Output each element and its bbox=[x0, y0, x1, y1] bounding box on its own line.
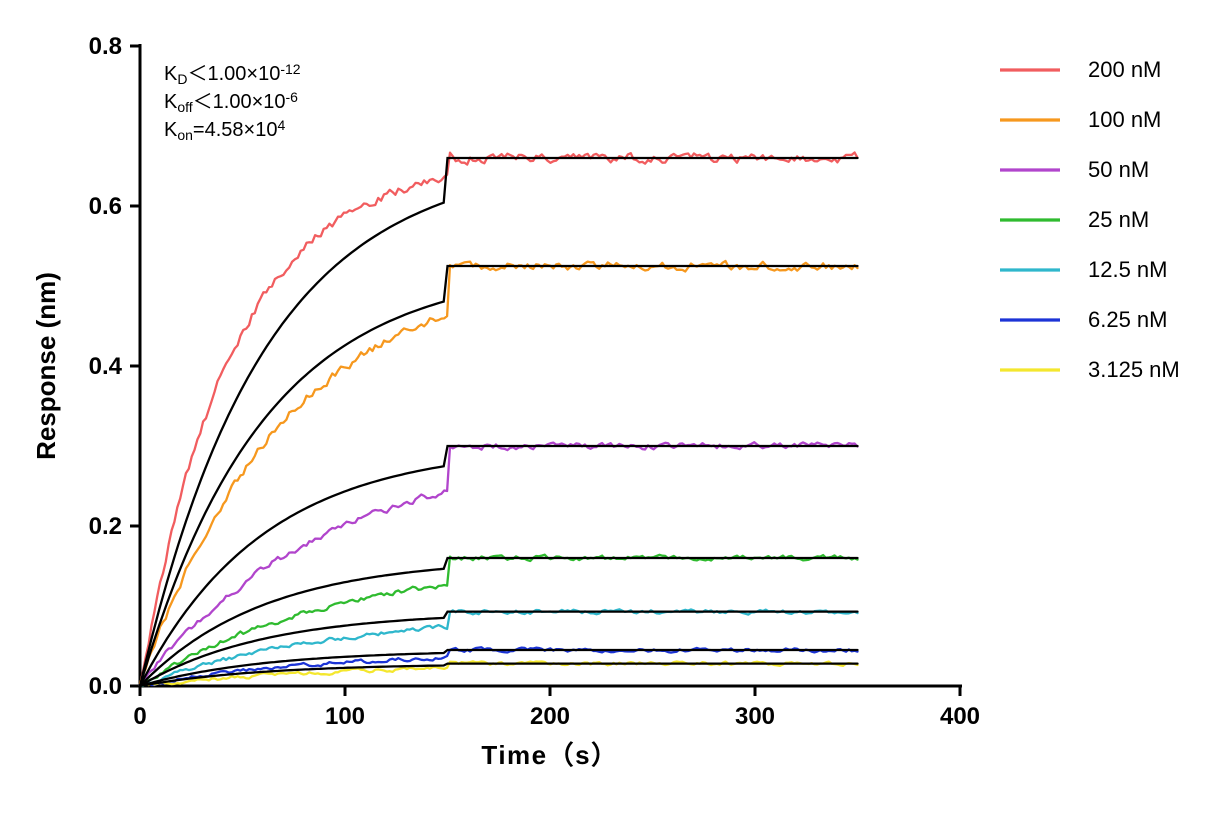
legend-label: 3.125 nM bbox=[1088, 357, 1180, 382]
fit-traces bbox=[140, 158, 858, 686]
x-tick-label: 400 bbox=[940, 703, 980, 730]
y-tick-label: 0.4 bbox=[89, 353, 123, 380]
legend-label: 6.25 nM bbox=[1088, 307, 1168, 332]
y-tick-label: 0.8 bbox=[89, 33, 122, 60]
y-tick-label: 0.2 bbox=[89, 513, 122, 540]
fit-6.25nM bbox=[140, 650, 858, 686]
trace-12.5nM bbox=[140, 609, 858, 685]
annotation-kd: KD＜1.00×10-12 bbox=[164, 61, 301, 86]
annotation-kon: Kon=4.58×104 bbox=[164, 117, 285, 142]
trace-100nM bbox=[140, 261, 858, 684]
y-tick-label: 0.6 bbox=[89, 193, 122, 220]
legend-label: 25 nM bbox=[1088, 207, 1149, 232]
legend-label: 50 nM bbox=[1088, 157, 1149, 182]
x-axis-label: Time（s） bbox=[481, 740, 618, 770]
y-tick-label: 0.0 bbox=[89, 673, 122, 700]
y-axis-label: Response (nm) bbox=[31, 272, 61, 460]
x-tick-label: 100 bbox=[325, 703, 365, 730]
legend-label: 100 nM bbox=[1088, 107, 1161, 132]
legend-label: 12.5 nM bbox=[1088, 257, 1168, 282]
fit-25nM bbox=[140, 558, 858, 686]
x-tick-label: 0 bbox=[133, 703, 146, 730]
fit-3.125nM bbox=[140, 664, 858, 686]
x-tick-label: 300 bbox=[735, 703, 775, 730]
legend-label: 200 nM bbox=[1088, 57, 1161, 82]
binding-kinetics-chart: 0 100 200 300 400 0.0 0.2 0.4 0.6 0.8 Response (nm… bbox=[0, 0, 1232, 825]
fit-100nM bbox=[140, 266, 858, 686]
x-tick-label: 200 bbox=[530, 703, 570, 730]
annotation-koff: Koff＜1.00×10-6 bbox=[164, 89, 298, 114]
trace-200nM bbox=[140, 153, 858, 686]
data-traces bbox=[140, 153, 858, 686]
chart-svg: 0 100 200 300 400 0.0 0.2 0.4 0.6 0.8 Response (nm… bbox=[0, 0, 1232, 825]
fit-200nM bbox=[140, 158, 858, 686]
